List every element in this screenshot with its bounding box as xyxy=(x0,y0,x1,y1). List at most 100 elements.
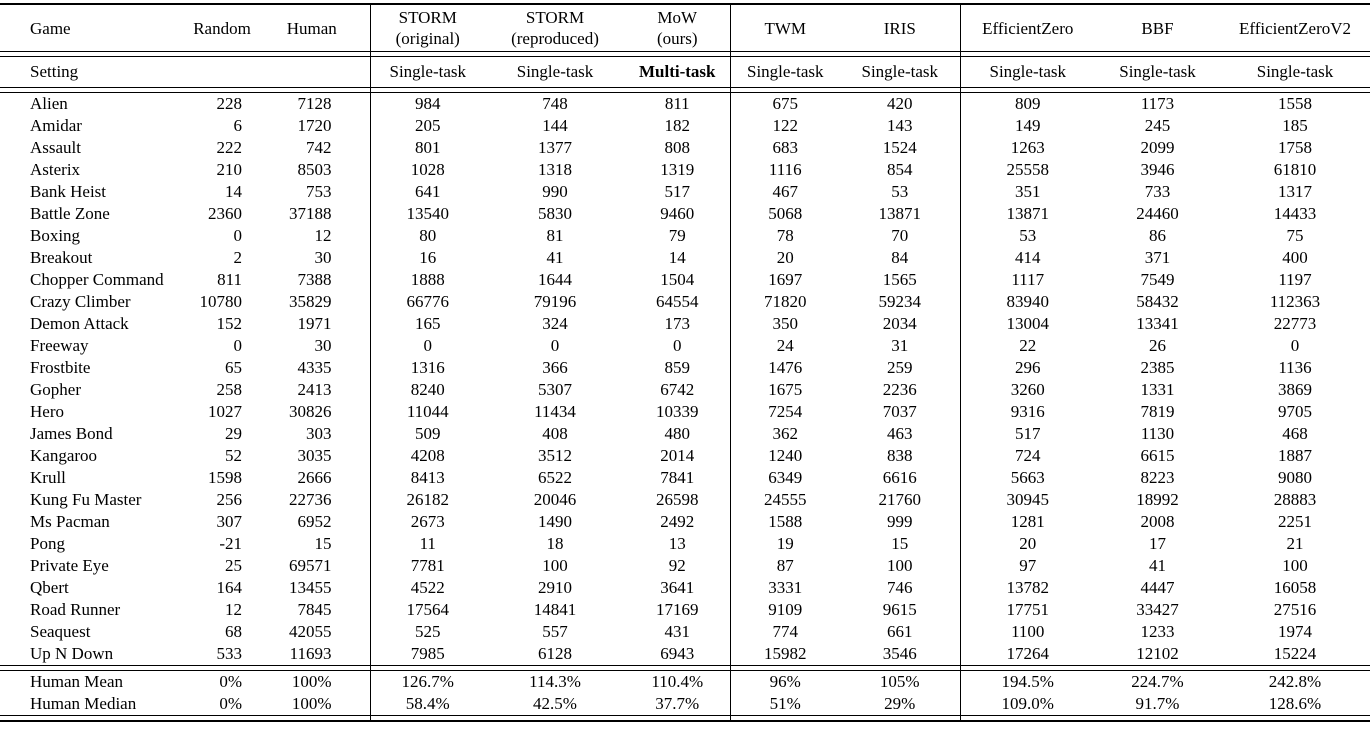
aggregate-label-cell: Human Median xyxy=(30,694,137,713)
score-cell: 1558 xyxy=(1278,94,1312,113)
setting-cell: Single-task xyxy=(516,62,594,81)
aggregate-score-cell: 126.7% xyxy=(401,672,454,691)
score-cell: 3946 xyxy=(1140,160,1175,179)
setting-cell-multitask: Multi-task xyxy=(625,56,731,88)
score-cell: 69571 xyxy=(280,555,371,577)
score-cell: 6943 xyxy=(625,643,731,666)
score-cell: 59234 xyxy=(840,291,961,313)
score-cell: 97 xyxy=(1019,556,1037,575)
score-cell: 27516 xyxy=(1273,600,1317,619)
score-cell: 3035 xyxy=(280,445,371,467)
score-cell: 307 xyxy=(216,512,243,531)
game-name-cell: Breakout xyxy=(30,248,93,267)
score-cell: 1027 xyxy=(208,402,242,421)
score-cell: 7254 xyxy=(768,402,803,421)
setting-label: Setting xyxy=(0,56,371,88)
score-cell: 228 xyxy=(216,94,243,113)
score-cell: 13341 xyxy=(1136,314,1179,333)
table-row: Breakout 2 30 16 41 14 20 84 414 371 400 xyxy=(0,247,1370,269)
score-cell: 11693 xyxy=(280,643,371,666)
score-cell: 4208 xyxy=(410,446,445,465)
score-cell: 66776 xyxy=(406,292,450,311)
score-cell: 1971 xyxy=(280,313,371,335)
score-cell: 371 xyxy=(1144,248,1171,267)
setting-cell: Single-task xyxy=(989,62,1067,81)
score-cell: 6 xyxy=(233,116,243,135)
score-cell: 468 xyxy=(1282,424,1308,443)
score-cell: 17564 xyxy=(406,600,450,619)
score-cell: 144 xyxy=(542,116,568,135)
score-cell: 11044 xyxy=(406,402,449,421)
header-twm: TWM xyxy=(730,4,840,52)
score-cell: 14 xyxy=(225,182,242,201)
score-cell: 8503 xyxy=(280,159,371,181)
score-cell: 1331 xyxy=(1140,380,1175,399)
rule-section xyxy=(0,665,1370,671)
score-cell: 2034 xyxy=(840,313,961,335)
score-cell: 18 xyxy=(546,534,564,553)
score-cell: 2385 xyxy=(1140,358,1175,377)
header-mow-ours: MoW (ours) xyxy=(625,4,731,52)
table-row: James Bond 29 303 509 408 480 362 463 517 1130 468 xyxy=(0,423,1370,445)
score-cell: 149 xyxy=(1015,116,1041,135)
aggregate-score-cell: 51% xyxy=(769,694,801,713)
score-cell: 143 xyxy=(840,115,961,137)
game-name-cell: Gopher xyxy=(30,380,81,399)
score-cell: 2236 xyxy=(840,379,961,401)
setting-cell: Single-task xyxy=(1256,62,1334,81)
aggregate-score-cell: 242.8% xyxy=(1268,672,1322,691)
method-name: TWM xyxy=(764,18,807,38)
score-cell: 1675 xyxy=(768,380,803,399)
header-efficientzero: EfficientZero xyxy=(960,4,1095,52)
score-cell: 1598 xyxy=(208,468,242,487)
score-cell: 774 xyxy=(772,622,799,641)
score-cell: 809 xyxy=(1015,94,1041,113)
table-row: Alien 228 7128 984 748 811 675 420 809 1173 1558 xyxy=(0,92,1370,115)
score-cell: 1318 xyxy=(538,160,572,179)
game-name-cell: Bank Heist xyxy=(30,182,107,201)
score-cell: 1116 xyxy=(768,160,802,179)
score-cell: 0 xyxy=(233,226,243,245)
game-name-cell: Hero xyxy=(30,402,64,421)
method-name: IRIS xyxy=(883,18,916,38)
score-cell: 4335 xyxy=(280,357,371,379)
header-game: Game xyxy=(30,18,71,38)
score-cell: 557 xyxy=(542,622,568,641)
score-cell: 0 xyxy=(550,336,560,355)
score-cell: 2910 xyxy=(538,578,572,597)
score-cell: 30826 xyxy=(280,401,371,423)
score-cell: 182 xyxy=(625,115,731,137)
table-row: Battle Zone 2360 37188 13540 5830 9460 5068 138… xyxy=(0,203,1370,225)
table-row: Freeway 0 30 0 0 0 24 31 22 26 0 xyxy=(0,335,1370,357)
score-cell: 14433 xyxy=(1273,204,1317,223)
score-cell: 41 xyxy=(1149,556,1166,575)
score-cell: 724 xyxy=(1015,446,1041,465)
score-cell: 4447 xyxy=(1140,578,1175,597)
aggregate-score-cell: 224.7% xyxy=(1131,672,1184,691)
game-name-cell: Frostbite xyxy=(30,358,91,377)
score-cell: 999 xyxy=(840,511,961,533)
score-cell: 58432 xyxy=(1136,292,1179,311)
score-cell: 733 xyxy=(1144,182,1171,201)
score-cell: 3546 xyxy=(840,643,961,666)
score-cell: 480 xyxy=(625,423,731,445)
score-cell: 7985 xyxy=(410,644,445,663)
aggregate-score-cell: 37.7% xyxy=(625,693,731,716)
aggregate-score-cell: 96% xyxy=(769,672,801,691)
game-name-cell: Krull xyxy=(30,468,66,487)
score-cell: 33427 xyxy=(1136,600,1179,619)
double-rule xyxy=(0,665,1370,671)
game-name-cell: Kangaroo xyxy=(30,446,98,465)
table-row: Private Eye 25 69571 7781 100 92 87 100 97 41 100 xyxy=(0,555,1370,577)
game-name-cell: Battle Zone xyxy=(30,204,110,223)
table-row: Boxing 0 12 80 81 79 78 70 53 86 75 xyxy=(0,225,1370,247)
score-cell: 8240 xyxy=(410,380,445,399)
score-cell: 366 xyxy=(542,358,568,377)
score-cell: 2666 xyxy=(280,467,371,489)
method-name: EfficientZeroV2 xyxy=(1238,18,1352,38)
bottom-rule xyxy=(0,715,1370,721)
score-cell: 9615 xyxy=(840,599,961,621)
table-row: Seaquest 68 42055 525 557 431 774 661 1100 1233 19… xyxy=(0,621,1370,643)
score-cell: 31 xyxy=(840,335,961,357)
score-cell: 3641 xyxy=(625,577,731,599)
